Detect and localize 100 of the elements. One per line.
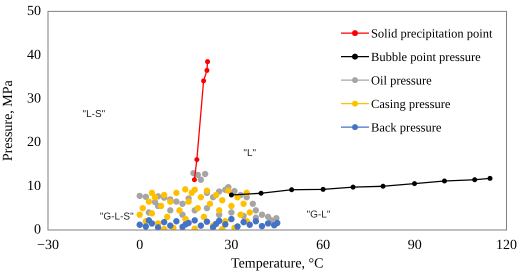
point bbox=[182, 186, 188, 193]
point bbox=[264, 220, 272, 227]
point bbox=[487, 176, 492, 181]
point bbox=[194, 204, 201, 212]
point bbox=[212, 220, 220, 228]
point bbox=[173, 190, 180, 196]
point bbox=[148, 210, 156, 217]
point bbox=[160, 192, 168, 198]
point bbox=[289, 187, 294, 192]
point bbox=[246, 209, 253, 216]
point bbox=[250, 200, 256, 207]
point bbox=[204, 68, 210, 73]
point bbox=[222, 221, 228, 228]
y-tick-label: 40 bbox=[27, 48, 41, 63]
point bbox=[219, 197, 226, 204]
point bbox=[142, 194, 150, 200]
point bbox=[198, 222, 204, 229]
legend-label: Oil pressure bbox=[370, 73, 432, 88]
legend-label: Casing pressure bbox=[370, 96, 451, 111]
point bbox=[136, 192, 143, 200]
point bbox=[182, 221, 189, 228]
point bbox=[216, 207, 222, 214]
annotation: "G-L" bbox=[306, 209, 331, 220]
point bbox=[204, 204, 210, 212]
annotation: "L-S" bbox=[82, 108, 106, 120]
point bbox=[442, 178, 447, 184]
point bbox=[136, 212, 143, 218]
legend-label: Bubble point pressure bbox=[370, 50, 482, 64]
point bbox=[140, 204, 146, 212]
point bbox=[228, 192, 234, 198]
point bbox=[146, 217, 152, 224]
y-tick-label: 20 bbox=[27, 135, 41, 150]
point bbox=[234, 223, 241, 230]
point bbox=[167, 207, 174, 214]
point bbox=[152, 194, 158, 200]
point bbox=[240, 200, 247, 207]
point bbox=[204, 218, 210, 225]
legend-label: Solid precipitation point bbox=[370, 26, 494, 40]
annotation: "G-L-S" bbox=[100, 212, 134, 223]
point bbox=[136, 222, 143, 228]
point bbox=[202, 170, 208, 178]
x-tick-label: 0 bbox=[136, 238, 144, 254]
point bbox=[205, 59, 210, 64]
point bbox=[198, 176, 204, 183]
point bbox=[258, 212, 266, 218]
point bbox=[167, 222, 174, 229]
point bbox=[179, 200, 186, 207]
y-tick-label: 10 bbox=[27, 178, 41, 194]
point bbox=[231, 188, 238, 194]
point bbox=[252, 218, 260, 224]
point bbox=[380, 184, 386, 189]
point bbox=[160, 218, 168, 226]
point bbox=[212, 192, 220, 198]
point bbox=[142, 223, 150, 230]
point bbox=[192, 217, 198, 224]
point bbox=[412, 181, 417, 186]
point bbox=[204, 187, 210, 194]
point bbox=[200, 214, 208, 220]
point bbox=[240, 218, 247, 226]
point bbox=[206, 200, 214, 207]
annotation: "L" bbox=[243, 148, 257, 160]
point bbox=[258, 190, 264, 196]
point bbox=[258, 222, 266, 230]
point bbox=[192, 225, 198, 230]
point bbox=[164, 214, 170, 220]
y-tick-label: 0 bbox=[34, 222, 41, 238]
y-axis-title: Pressure, MPa bbox=[1, 79, 16, 162]
point bbox=[350, 184, 356, 190]
y-tick-label: 30 bbox=[27, 92, 41, 107]
x-tick-label: −30 bbox=[37, 238, 59, 254]
point bbox=[192, 186, 198, 193]
point bbox=[173, 218, 180, 224]
point bbox=[228, 209, 235, 216]
point bbox=[194, 157, 200, 162]
point bbox=[252, 207, 260, 214]
point bbox=[176, 207, 183, 214]
point bbox=[154, 224, 162, 230]
point bbox=[198, 194, 204, 200]
point bbox=[148, 190, 156, 196]
point bbox=[237, 212, 244, 218]
point bbox=[228, 202, 235, 210]
point bbox=[173, 198, 180, 205]
point bbox=[472, 177, 478, 182]
legend-label: Back pressure bbox=[370, 120, 442, 134]
point bbox=[158, 202, 164, 210]
x-tick-label: 90 bbox=[408, 238, 422, 254]
y-tick-label: 50 bbox=[27, 4, 41, 20]
point bbox=[146, 198, 152, 205]
x-axis-title: Temperature, °C bbox=[231, 256, 324, 272]
point bbox=[225, 187, 232, 194]
point bbox=[246, 222, 253, 228]
point bbox=[192, 177, 197, 182]
point bbox=[228, 216, 235, 222]
point bbox=[201, 78, 206, 84]
point bbox=[320, 186, 326, 192]
point bbox=[185, 198, 192, 205]
x-tick-label: 60 bbox=[316, 238, 330, 254]
x-tick-label: 30 bbox=[224, 238, 238, 254]
point bbox=[274, 220, 280, 226]
x-tick-label: 120 bbox=[496, 238, 517, 254]
